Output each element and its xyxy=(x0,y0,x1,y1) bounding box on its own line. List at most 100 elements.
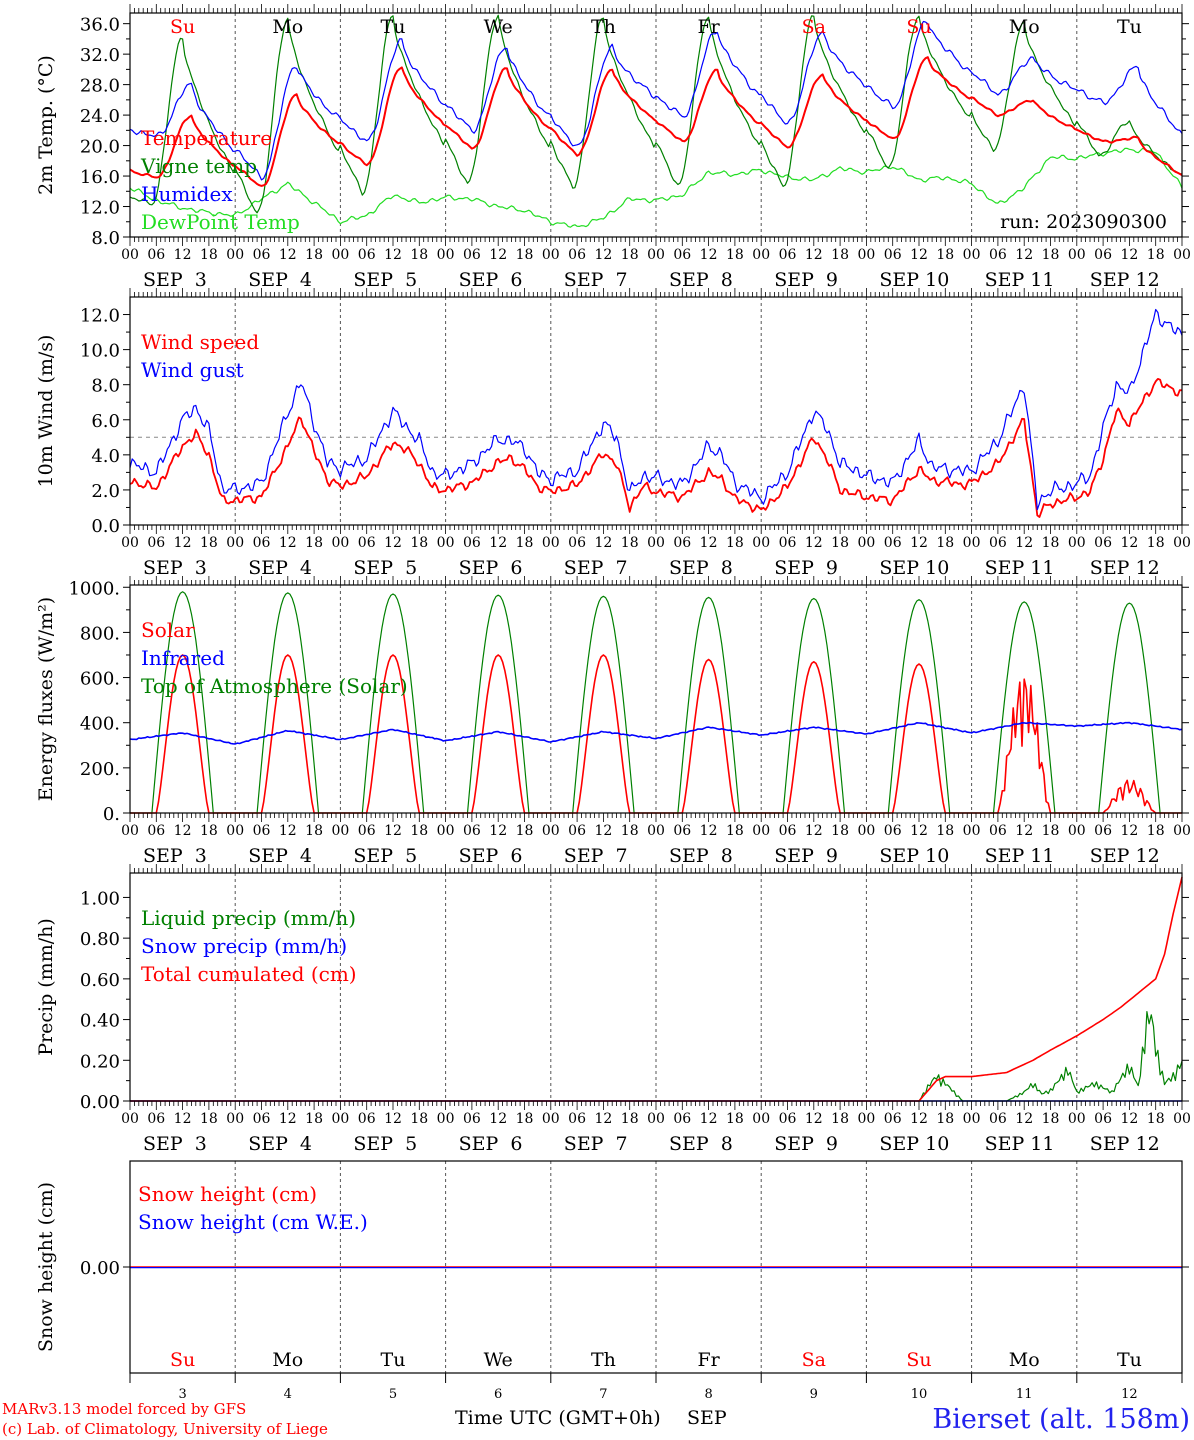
x-hour-label: 12 xyxy=(594,247,612,263)
x-hour-label: 12 xyxy=(805,823,823,839)
x-date-label: SEP 11 xyxy=(985,557,1055,579)
x-hour-label: 00 xyxy=(857,535,875,551)
x-hour-label: 12 xyxy=(174,247,192,263)
x-hour-label: 18 xyxy=(200,1111,218,1127)
x-hour-label: 18 xyxy=(1042,1111,1060,1127)
x-hour-label: 18 xyxy=(410,1111,428,1127)
hour-ticks xyxy=(129,864,1183,1110)
y-tick-label: 16.0 xyxy=(80,167,120,188)
x-date-label: SEP 8 xyxy=(669,557,733,579)
x-hour-label: 12 xyxy=(910,823,928,839)
x-date-label: SEP 3 xyxy=(143,1133,207,1155)
x-date-label: SEP 6 xyxy=(459,269,523,291)
x-date-label: SEP 9 xyxy=(774,269,838,291)
panel-frame xyxy=(129,12,1183,238)
y-tick-label: 12.0 xyxy=(80,306,120,327)
day-number: 9 xyxy=(810,1387,818,1402)
x-hour-label: 12 xyxy=(805,535,823,551)
x-hour-label: 18 xyxy=(410,823,428,839)
x-date-label: SEP 4 xyxy=(248,1133,312,1155)
x-hour-label: 00 xyxy=(752,823,770,839)
y-tick-label: 36.0 xyxy=(80,15,120,36)
x-hour-label: 00 xyxy=(1173,535,1191,551)
x-hour-label: 12 xyxy=(1120,823,1138,839)
x-hour-label: 12 xyxy=(700,247,718,263)
x-date-label: SEP 9 xyxy=(774,845,838,867)
x-hour-label: 06 xyxy=(358,1111,376,1127)
x-hour-label: 06 xyxy=(673,535,691,551)
x-hour-label: 12 xyxy=(489,535,507,551)
x-hour-label: 18 xyxy=(726,535,744,551)
x-date-label: SEP 6 xyxy=(459,845,523,867)
y-tick-label: 0.0 xyxy=(91,516,120,537)
x-hour-label: 00 xyxy=(857,1111,875,1127)
day-name-bottom: We xyxy=(484,1349,513,1371)
x-date-label: SEP 12 xyxy=(1090,1133,1160,1155)
day-name-top: Mo xyxy=(1009,16,1040,38)
x-hour-label: 00 xyxy=(121,247,139,263)
x-date-label: SEP 7 xyxy=(564,845,628,867)
x-hour-label: 00 xyxy=(121,1111,139,1127)
x-hour-label: 00 xyxy=(437,1111,455,1127)
x-hour-label: 06 xyxy=(568,823,586,839)
x-hour-label: 00 xyxy=(542,1111,560,1127)
x-hour-label: 18 xyxy=(200,823,218,839)
x-hour-label: 18 xyxy=(726,1111,744,1127)
legend-label: Vigne temp xyxy=(140,154,257,178)
x-date-label: SEP 11 xyxy=(985,269,1055,291)
y-tick-label: 20.0 xyxy=(80,137,120,158)
y-axis-title: Precip (mm/h) xyxy=(35,918,57,1056)
x-date-label: SEP 10 xyxy=(879,845,949,867)
x-hour-label: 00 xyxy=(542,535,560,551)
x-date-label: SEP 5 xyxy=(353,845,417,867)
axes-layer xyxy=(123,4,1189,1383)
day-name-bottom: Mo xyxy=(272,1349,303,1371)
x-hour-label: 18 xyxy=(410,535,428,551)
x-hour-label: 00 xyxy=(226,247,244,263)
x-hour-label: 06 xyxy=(147,1111,165,1127)
x-hour-label: 00 xyxy=(647,823,665,839)
x-hour-label: 00 xyxy=(331,247,349,263)
legend-label: Liquid precip (mm/h) xyxy=(141,906,356,930)
x-hour-label: 18 xyxy=(726,247,744,263)
x-hour-label: 06 xyxy=(147,247,165,263)
day-name-top: Su xyxy=(906,16,931,38)
x-hour-label: 12 xyxy=(910,535,928,551)
x-hour-label: 06 xyxy=(253,535,271,551)
x-hour-label: 18 xyxy=(831,823,849,839)
x-date-label: SEP 11 xyxy=(985,1133,1055,1155)
x-hour-label: 00 xyxy=(331,823,349,839)
x-axis-title: Time UTC (GMT+0h) xyxy=(455,1407,661,1429)
x-hour-label: 12 xyxy=(1015,247,1033,263)
x-hour-label: 12 xyxy=(279,535,297,551)
x-hour-label: 06 xyxy=(884,823,902,839)
day-number: 12 xyxy=(1121,1387,1138,1402)
x-date-label: SEP 8 xyxy=(669,1133,733,1155)
x-hour-label: 00 xyxy=(226,535,244,551)
x-hour-label: 12 xyxy=(1015,535,1033,551)
y-tick-label: 0.00 xyxy=(80,1092,120,1113)
x-hour-label: 18 xyxy=(936,247,954,263)
x-hour-label: 00 xyxy=(121,823,139,839)
x-hour-label: 12 xyxy=(700,535,718,551)
x-hour-label: 00 xyxy=(963,247,981,263)
x-hour-label: 00 xyxy=(963,1111,981,1127)
x-hour-label: 06 xyxy=(1094,1111,1112,1127)
day-name-bottom: Tu xyxy=(1117,1349,1142,1371)
x-hour-label: 18 xyxy=(200,535,218,551)
legend-label: Snow height (cm W.E.) xyxy=(138,1210,368,1234)
x-hour-label: 06 xyxy=(147,823,165,839)
y-tick-label: 0.40 xyxy=(80,1011,120,1032)
legend-label: Wind gust xyxy=(141,358,244,382)
x-hour-label: 18 xyxy=(305,535,323,551)
y-tick-label: 800. xyxy=(80,623,120,644)
x-hour-label: 18 xyxy=(516,823,534,839)
x-hour-label: 06 xyxy=(989,823,1007,839)
x-date-label: SEP 5 xyxy=(353,1133,417,1155)
day-name-top: We xyxy=(484,16,513,38)
x-hour-label: 18 xyxy=(1147,1111,1165,1127)
x-date-label: SEP 12 xyxy=(1090,269,1160,291)
x-hour-label: 00 xyxy=(963,823,981,839)
x-hour-label: 00 xyxy=(542,247,560,263)
